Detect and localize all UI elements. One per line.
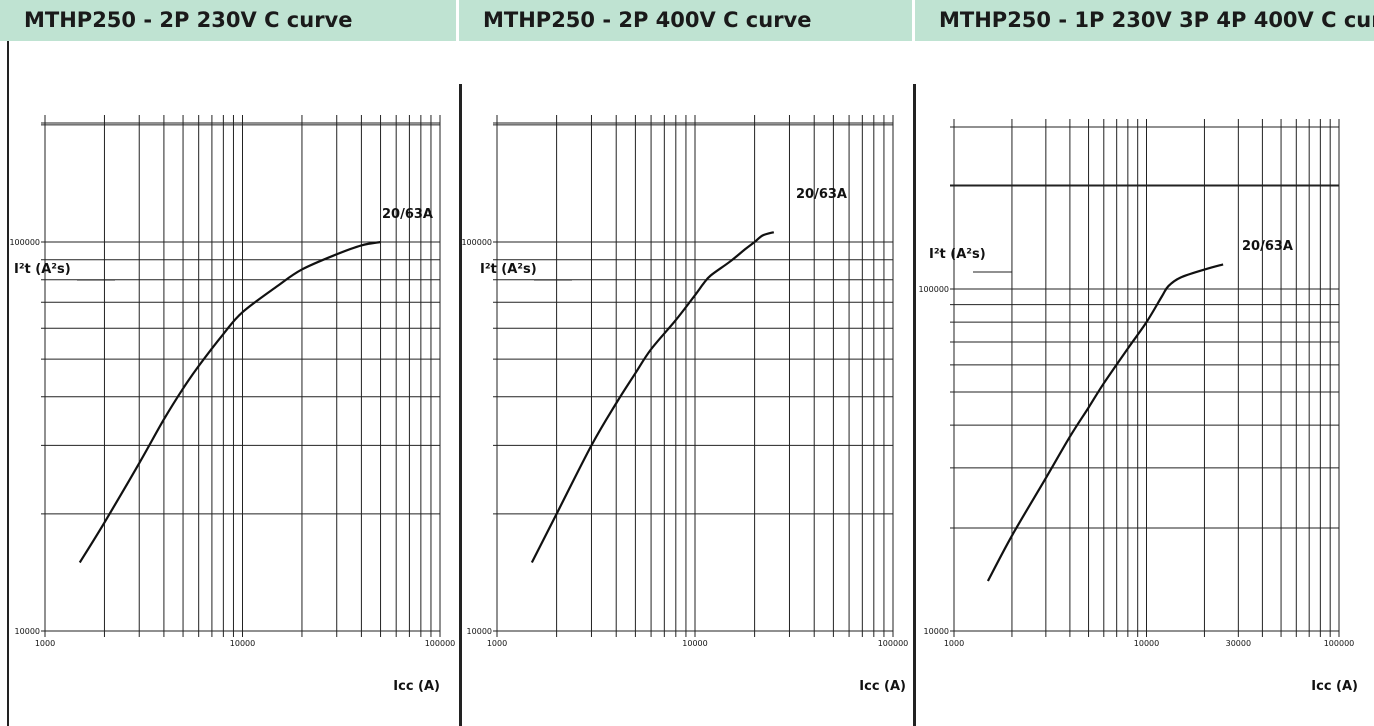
x-tick-label: 10000 [230, 639, 255, 648]
y-axis-label: I²t (A²s) [480, 262, 537, 277]
x-tick-label: 100000 [1324, 639, 1355, 648]
grid [41, 115, 441, 637]
series-line [78, 240, 381, 564]
series-label: 20/63A [796, 187, 847, 202]
x-axis-label: Icc (A) [859, 679, 906, 694]
y-tick-label: 10000 [467, 627, 492, 636]
panel-border-left [7, 41, 9, 726]
chart-panel-2: MTHP250 - 2P 400V C curve 1000 10000 10000… [459, 0, 912, 726]
y-tick-label: 100000 [461, 238, 492, 247]
y-axis-label: I²t (A²s) [929, 247, 986, 262]
y-tick-label: 100000 [9, 238, 40, 247]
series-line [986, 263, 1224, 582]
y-tick-label: 100000 [918, 285, 949, 294]
chart-plot: 1000 10000 30000 100000 10000 100000 I²t (A²s)… [918, 119, 1358, 694]
chart-plot: 1000 10000 100000 10000 100000 I²t (A²s) Icc (… [461, 115, 909, 694]
grid [950, 119, 1340, 637]
x-tick-label: 100000 [878, 639, 909, 648]
x-tick-label: 10000 [682, 639, 707, 648]
x-axis-label: Icc (A) [393, 679, 440, 694]
chart-panel-3: MTHP250 - 1P 230V 3P 4P 400V C curve 100… [915, 0, 1374, 726]
chart-plot: 1000 10000 100000 10000 100000 I²t (A²s) Icc (… [9, 115, 456, 694]
chart-title: MTHP250 - 1P 230V 3P 4P 400V C curve [915, 0, 1374, 41]
x-tick-label: 1000 [944, 639, 964, 648]
chart-title: MTHP250 - 2P 400V C curve [459, 0, 912, 41]
panel-divider-2 [913, 84, 916, 726]
series-line [530, 231, 775, 563]
series-label: 20/63A [382, 207, 433, 222]
x-tick-label: 10000 [1134, 639, 1159, 648]
x-axis-label: Icc (A) [1311, 679, 1358, 694]
y-tick-label: 10000 [15, 627, 40, 636]
series-label: 20/63A [1242, 239, 1293, 254]
x-tick-label: 1000 [35, 639, 55, 648]
x-tick-label: 1000 [487, 639, 507, 648]
chart-title: MTHP250 - 2P 230V C curve [0, 0, 456, 41]
chart-panel-1: MTHP250 - 2P 230V C curve 1000 10000 10000… [0, 0, 456, 726]
x-tick-label: 100000 [425, 639, 456, 648]
y-tick-label: 10000 [924, 627, 949, 636]
panel-divider-1 [459, 84, 462, 726]
x-tick-label: 30000 [1226, 639, 1251, 648]
y-axis-label: I²t (A²s) [14, 262, 71, 277]
